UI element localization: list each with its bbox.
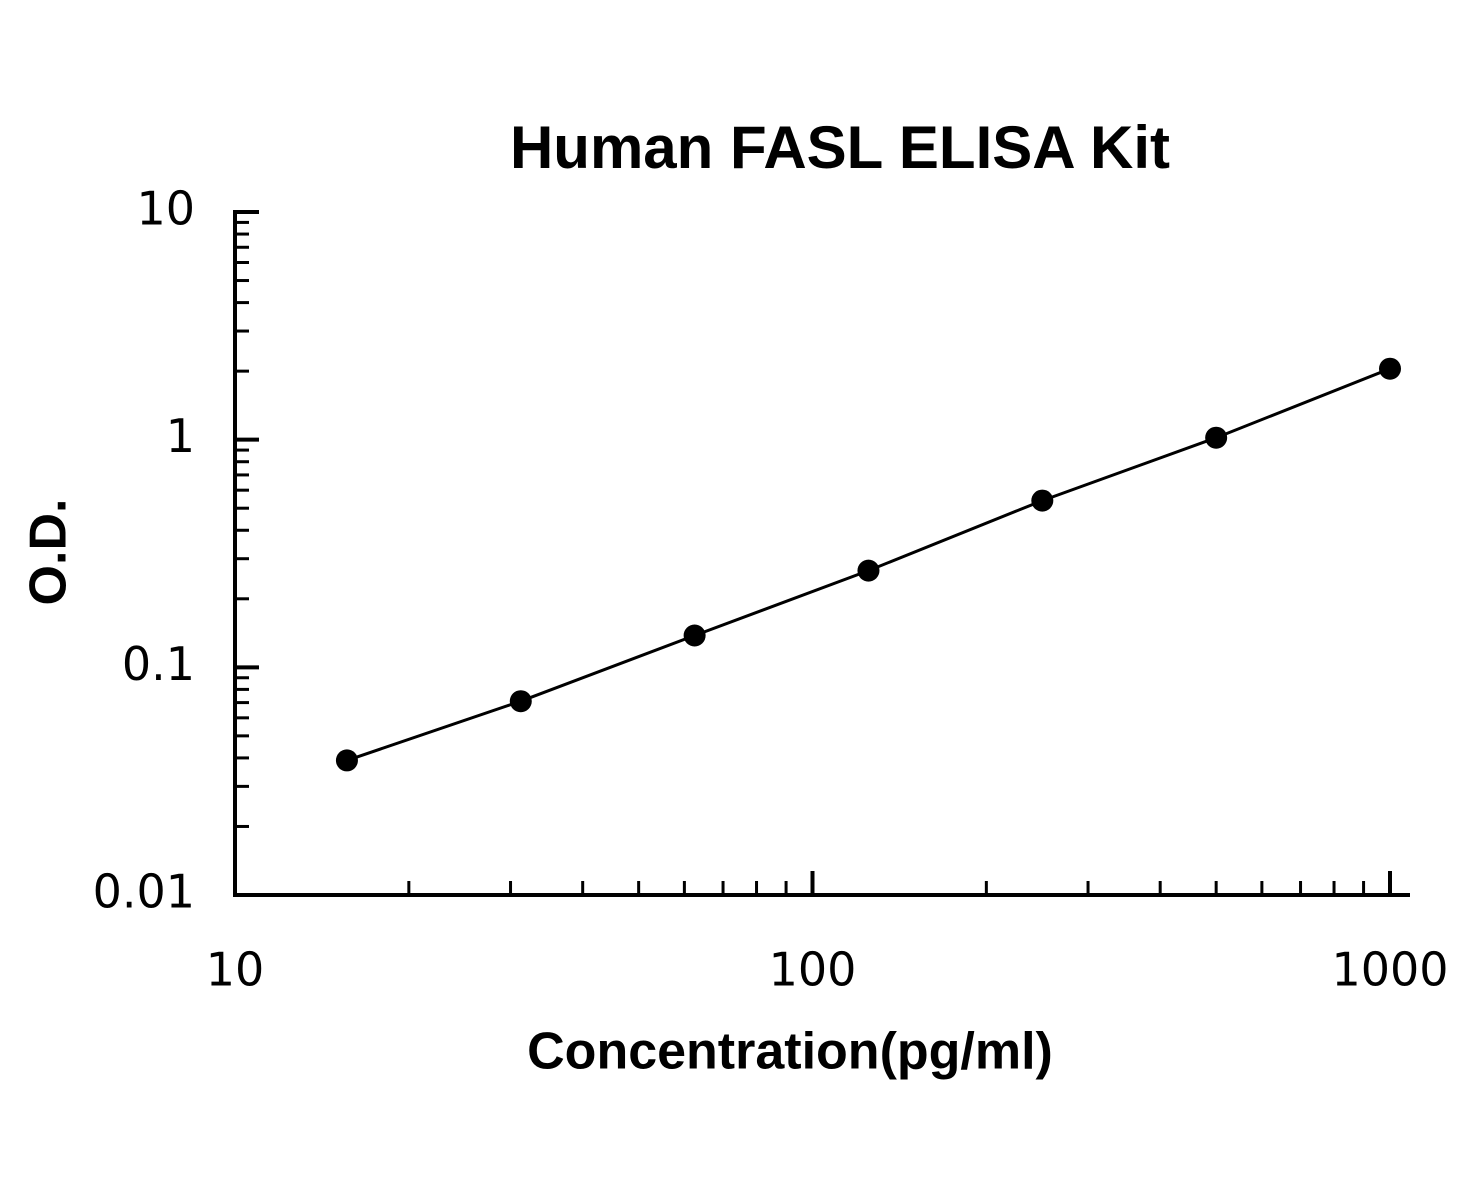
y-tick-label: 1 bbox=[166, 409, 195, 463]
data-point bbox=[1031, 489, 1054, 512]
data-point bbox=[509, 690, 532, 713]
x-tick-label: 100 bbox=[769, 943, 857, 997]
x-axis-label: Concentration(pg/ml) bbox=[527, 1023, 1053, 1081]
y-tick-label: 10 bbox=[136, 182, 195, 236]
chart-title: Human FASL ELISA Kit bbox=[510, 114, 1170, 181]
data-point bbox=[1379, 357, 1401, 380]
data-point bbox=[1205, 426, 1228, 449]
y-tick-label: 0.01 bbox=[93, 865, 195, 919]
data-point bbox=[857, 559, 880, 582]
data-point bbox=[335, 749, 358, 772]
data-point bbox=[683, 624, 706, 647]
x-tick-label: 1000 bbox=[1331, 943, 1448, 997]
y-tick-label: 0.1 bbox=[122, 637, 195, 691]
y-axis-label: O.D. bbox=[20, 499, 78, 606]
x-tick-label: 10 bbox=[206, 943, 265, 997]
